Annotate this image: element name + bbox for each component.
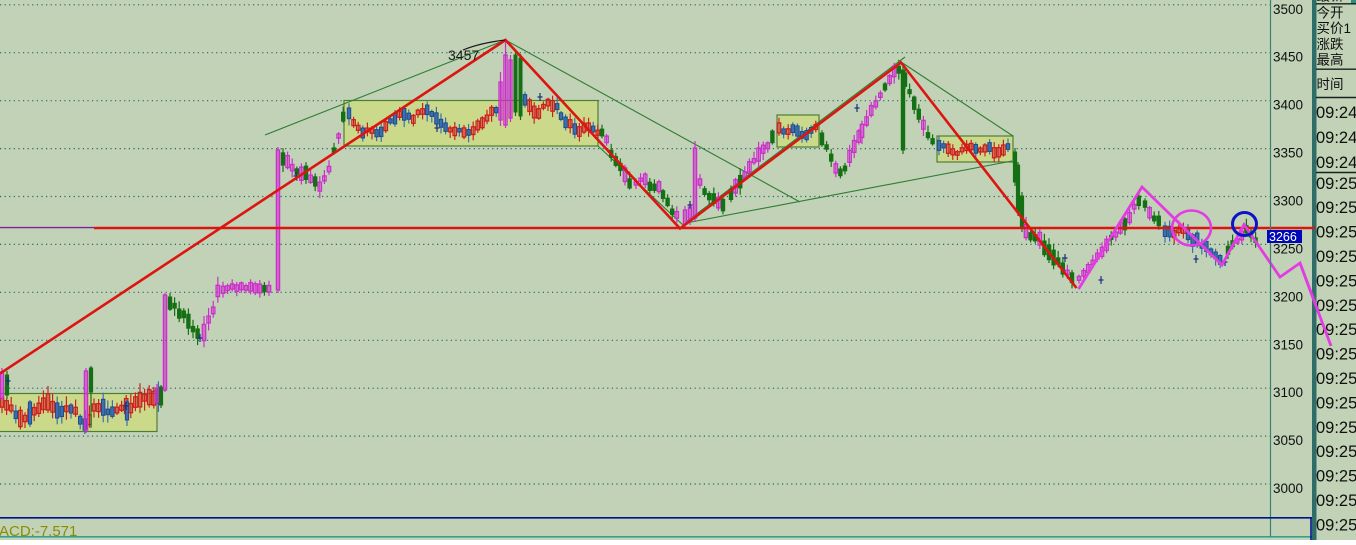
svg-text:09:25: 09:25: [1316, 248, 1356, 266]
svg-text:09:25: 09:25: [1316, 297, 1356, 315]
svg-text:3350: 3350: [1273, 146, 1303, 161]
svg-text:时间: 时间: [1317, 77, 1344, 92]
svg-text:09:24: 09:24: [1316, 154, 1356, 172]
svg-text:09:25: 09:25: [1316, 468, 1356, 486]
svg-text:3150: 3150: [1273, 337, 1303, 352]
svg-text:09:24: 09:24: [1316, 129, 1356, 147]
svg-text:3300: 3300: [1273, 194, 1303, 209]
svg-text:3266: 3266: [1269, 230, 1297, 244]
svg-text:3450: 3450: [1273, 50, 1303, 65]
svg-text:09:25: 09:25: [1316, 346, 1356, 364]
svg-text:今开: 今开: [1317, 6, 1344, 21]
svg-text:09:25: 09:25: [1316, 224, 1356, 242]
svg-text:09:25: 09:25: [1316, 199, 1356, 217]
svg-text:3100: 3100: [1273, 385, 1303, 400]
svg-text:09:25: 09:25: [1316, 175, 1356, 193]
svg-text:3250: 3250: [1273, 241, 1303, 256]
svg-text:3050: 3050: [1273, 433, 1303, 448]
svg-text:3457: 3457: [448, 47, 479, 63]
svg-text:3500: 3500: [1273, 2, 1303, 17]
svg-text:09:25: 09:25: [1316, 394, 1356, 412]
svg-text:09:25: 09:25: [1316, 272, 1356, 290]
svg-text:3200: 3200: [1273, 289, 1303, 304]
svg-text:09:25: 09:25: [1316, 516, 1356, 534]
svg-text:09:25: 09:25: [1316, 492, 1356, 510]
svg-text:涨跌: 涨跌: [1317, 37, 1345, 52]
svg-text:3400: 3400: [1273, 98, 1303, 113]
svg-text:09:24: 09:24: [1316, 104, 1356, 122]
svg-text:09:25: 09:25: [1316, 370, 1356, 388]
svg-text:最高: 最高: [1317, 52, 1344, 68]
svg-text:09:25: 09:25: [1316, 419, 1356, 437]
svg-text:3000: 3000: [1273, 481, 1303, 496]
svg-text:09:25: 09:25: [1316, 443, 1356, 461]
svg-text:最新: 最新: [1317, 0, 1344, 4]
svg-text:买价1: 买价1: [1317, 21, 1352, 36]
svg-text:ACD:-7.571: ACD:-7.571: [0, 523, 77, 540]
